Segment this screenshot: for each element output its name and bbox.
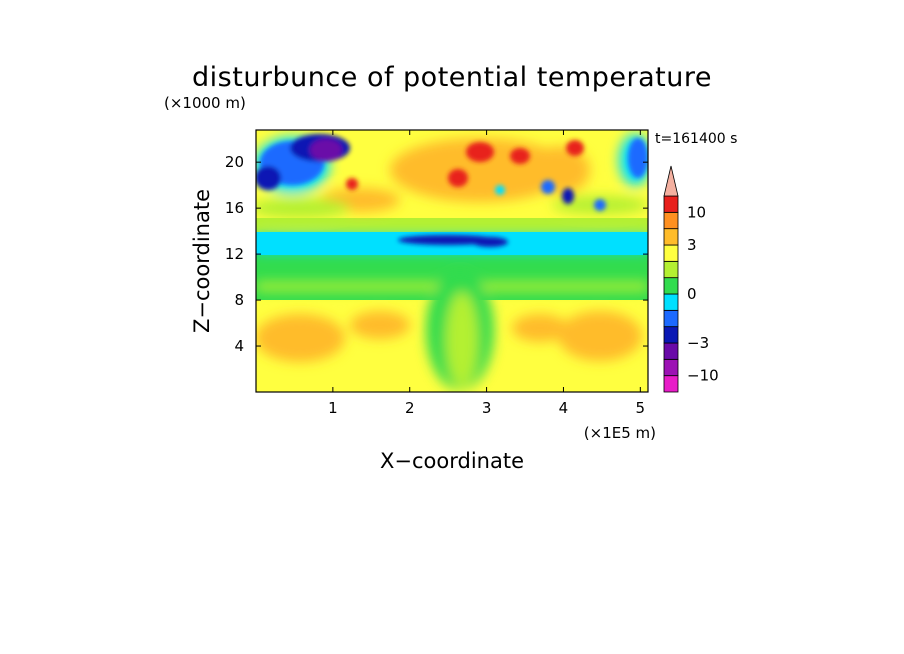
colorbar-bin-5 [663, 293, 679, 311]
y-tick-label-0: 4 [234, 337, 244, 355]
chart-title: disturbunce of potential temperature [192, 62, 712, 93]
colorbar-label-1: 3 [687, 236, 697, 254]
colorbar-bin-9 [663, 228, 679, 246]
y-unit-label: (×1000 m) [164, 94, 246, 112]
x-unit-label: (×1E5 m) [584, 424, 656, 442]
plume-yellow [446, 292, 478, 388]
colorbar-label-2: 0 [687, 285, 697, 303]
colorbar-label-3: −3 [687, 334, 709, 352]
warm-patch-left [350, 311, 410, 339]
band-light-green [256, 218, 648, 232]
upper-light-green [256, 198, 350, 218]
cold-spot-3 [594, 199, 606, 211]
colorbar-label-0: 10 [687, 203, 706, 221]
y-axis-ticks: 4 8 12 16 20 [225, 153, 648, 355]
x-axis-ticks: 1 2 3 4 5 [328, 130, 645, 417]
colorbar-label-4: −10 [687, 367, 719, 385]
cold-spot-1 [541, 180, 555, 194]
warm-pool-left [256, 314, 345, 362]
colorbar-bin-6 [663, 277, 679, 295]
time-label: t=161400 s [655, 131, 737, 147]
y-axis-label: Z−coordinate [190, 189, 214, 333]
x-tick-label-0: 1 [328, 399, 338, 417]
cold-core-edge [256, 166, 281, 190]
warm-pool-right [558, 311, 642, 361]
y-tick-label-2: 12 [225, 245, 244, 263]
hot-spot-5 [346, 178, 358, 190]
cold-spot-4 [495, 185, 505, 195]
colorbar-bin-11 [663, 195, 679, 213]
colorbar-bin-0 [663, 375, 679, 393]
x-tick-label-1: 2 [405, 399, 415, 417]
x-tick-label-3: 4 [559, 399, 569, 417]
colorbar-bin-8 [663, 244, 679, 262]
cold-band-jet-right [472, 237, 508, 247]
colorbar: 10 3 0 −3 −10 [663, 165, 719, 393]
hot-spot-1 [466, 142, 494, 162]
colorbar-bin-10 [663, 211, 679, 230]
colorbar-bin-3 [663, 326, 679, 344]
colorbar-bin-2 [663, 342, 679, 360]
colorbar-bin-1 [663, 358, 679, 377]
hot-spot-2 [448, 169, 468, 187]
plot-frame [255, 129, 649, 393]
colorbar-extend-arrow [663, 165, 679, 197]
x-tick-label-2: 3 [482, 399, 492, 417]
colorbar-bin-4 [663, 309, 679, 328]
x-axis-label: X−coordinate [380, 449, 524, 473]
warm-patch-right [512, 314, 568, 342]
cold-core-purple [310, 139, 342, 161]
y-tick-label-1: 8 [234, 291, 244, 309]
cold-core-right [628, 138, 648, 178]
y-tick-label-4: 20 [225, 153, 244, 171]
y-tick-label-3: 16 [225, 199, 244, 217]
hot-spot-3 [510, 148, 530, 164]
colorbar-bin-7 [663, 260, 679, 279]
cold-spot-2 [562, 188, 574, 204]
x-tick-label-4: 5 [636, 399, 646, 417]
contour-field [256, 130, 648, 392]
hot-spot-4 [566, 140, 584, 156]
